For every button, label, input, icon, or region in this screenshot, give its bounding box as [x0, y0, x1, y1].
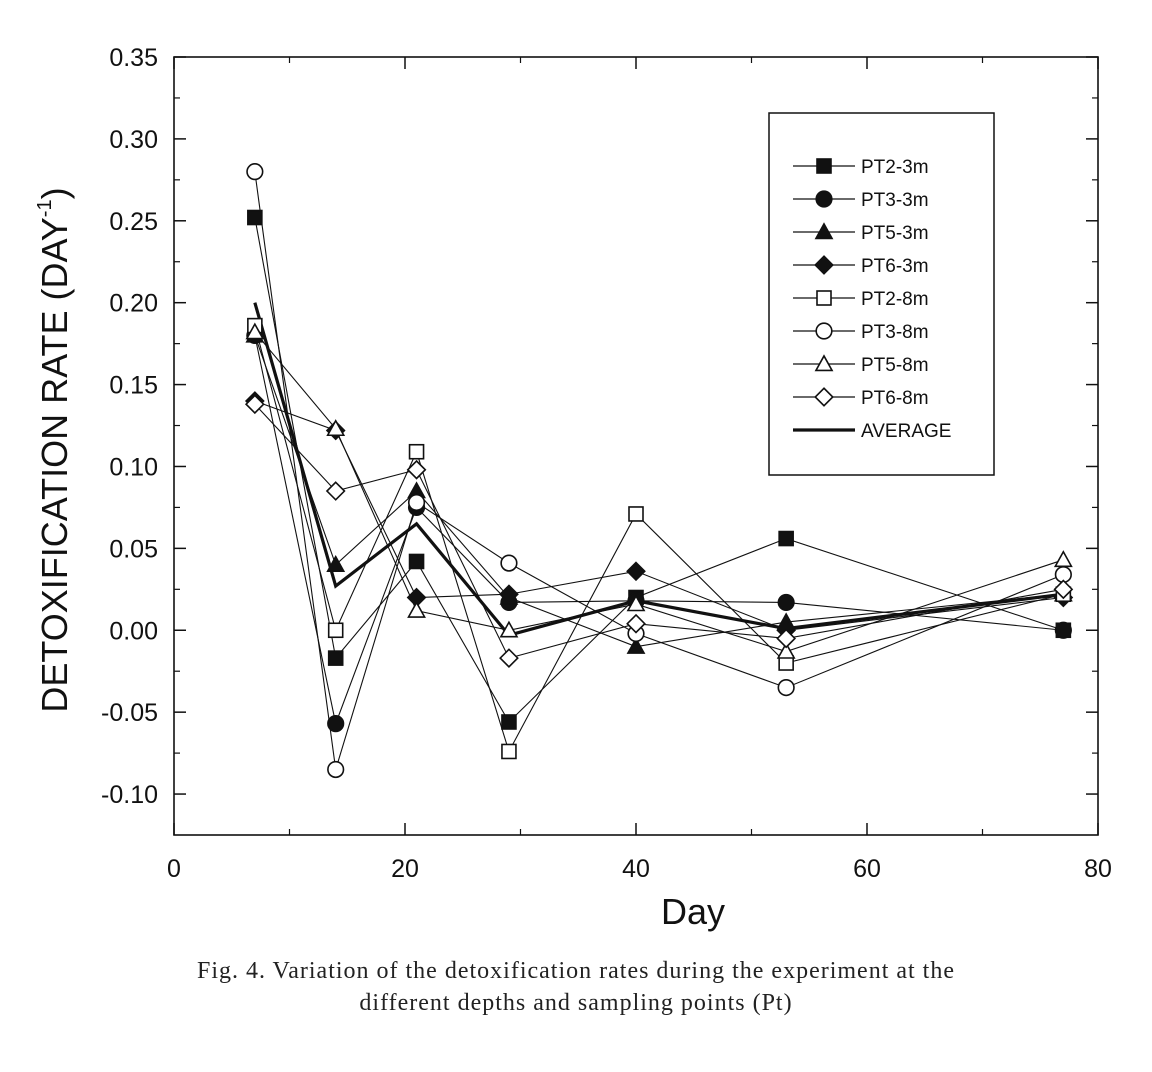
- data-point-pt6-8m: [776, 628, 797, 649]
- data-point-pt2-8m: [408, 443, 425, 460]
- markers-pt3-8m: [246, 163, 1072, 779]
- caption-line-1: Fig. 4. Variation of the detoxification …: [196, 958, 956, 984]
- legend-marker: [814, 255, 834, 275]
- data-point-pt2-3m: [247, 209, 263, 226]
- y-tick-label: 0.05: [109, 535, 158, 563]
- data-point-pt6-8m: [626, 613, 646, 634]
- x-axis-title: Day: [661, 891, 725, 932]
- data-point-pt3-8m: [327, 760, 345, 779]
- data-point-pt5-3m: [326, 555, 346, 572]
- data-point-pt5-8m: [407, 600, 426, 618]
- data-point-pt2-8m: [628, 506, 644, 522]
- legend-label: PT2-3m: [861, 157, 929, 178]
- x-tick-label: 40: [622, 855, 650, 883]
- legend-entry-pt5-3m: PT5-3m: [793, 222, 929, 244]
- y-tick-label: 0.00: [109, 617, 158, 645]
- data-point-pt2-3m: [327, 650, 344, 666]
- legend-marker: [815, 322, 833, 340]
- data-point-pt2-3m: [408, 553, 425, 570]
- y-axis-title-close: ): [34, 187, 75, 199]
- data-point-pt3-3m: [327, 715, 345, 733]
- legend-label: AVERAGE: [861, 421, 951, 442]
- data-point-pt3-8m: [777, 678, 795, 697]
- axes: 0.35 0.30 0.25 0.20 0.15 0.10 0.05 0.00 -0.05 -0.…: [101, 44, 1112, 883]
- legend-marker: [814, 222, 834, 240]
- legend-entry-average: AVERAGE: [793, 421, 951, 442]
- legend-marker: [816, 158, 832, 174]
- data-point-pt3-8m: [246, 163, 264, 181]
- y-tick-label: 0.35: [109, 44, 158, 72]
- y-axis-title: DETOXIFICATION RATE (DAY-1): [34, 187, 75, 712]
- markers-pt6-8m: [244, 394, 1074, 668]
- data-point-pt2-8m: [501, 743, 517, 760]
- legend-label: PT6-8m: [861, 388, 929, 409]
- data-point-pt3-3m: [777, 593, 795, 612]
- data-point-pt5-8m: [1053, 550, 1073, 568]
- legend-entry-pt3-8m: PT3-8m: [793, 322, 929, 343]
- y-axis-title-main: DETOXIFICATION RATE (DAY: [34, 217, 75, 712]
- data-point-pt3-3m: [1054, 621, 1072, 639]
- chart-figure: 0.35 0.30 0.25 0.20 0.15 0.10 0.05 0.00 -0.05 -0.…: [34, 44, 1112, 932]
- y-tick-label: 0.10: [109, 453, 158, 481]
- legend-label: PT5-3m: [861, 223, 929, 244]
- data-point-pt2-8m: [327, 622, 344, 639]
- x-tick-label: 20: [391, 855, 419, 883]
- y-tick-label: 0.25: [109, 208, 158, 236]
- data-point-pt6-8m: [406, 459, 427, 480]
- legend-entry-pt5-8m: PT5-8m: [793, 354, 929, 376]
- x-tick-label: 60: [853, 855, 881, 883]
- legend-box: [768, 112, 995, 476]
- data-point-pt2-3m: [778, 530, 794, 547]
- caption-line-2: different depths and sampling points (Pt…: [359, 990, 793, 1016]
- y-axis-title-superscript: -1: [34, 199, 56, 217]
- legend-entry-pt2-8m: PT2-8m: [793, 289, 929, 310]
- x-tick-label: 0: [167, 855, 181, 883]
- markers-pt5-8m: [245, 322, 1073, 659]
- legend: PT2-3m PT3-3m PT5-3m PT6-3m PT2-8m PT3-8m PT5-…: [768, 112, 995, 476]
- legend-entry-pt3-3m: PT3-3m: [793, 190, 929, 211]
- y-tick-label: 0.20: [109, 290, 158, 318]
- data-point-pt6-8m: [499, 648, 519, 668]
- data-point-pt3-8m: [407, 493, 426, 512]
- data-point-pt5-8m: [326, 419, 346, 437]
- legend-marker: [816, 290, 832, 306]
- legend-label: PT3-8m: [861, 322, 929, 343]
- data-point-pt5-8m: [776, 641, 796, 659]
- legend-label: PT6-3m: [861, 256, 929, 277]
- series-layer: [244, 163, 1074, 779]
- y-tick-label: -0.10: [101, 781, 158, 809]
- data-point-pt6-3m: [626, 561, 646, 582]
- y-tick-label: 0.30: [109, 126, 158, 154]
- x-tick-label: 80: [1084, 855, 1112, 883]
- data-point-pt5-3m: [626, 636, 646, 654]
- legend-entry-pt6-8m: PT6-8m: [793, 387, 929, 409]
- legend-entry-pt6-3m: PT6-3m: [793, 255, 929, 277]
- data-point-pt5-8m: [245, 322, 265, 340]
- data-point-pt6-8m: [325, 481, 346, 501]
- data-point-pt5-8m: [499, 620, 519, 638]
- data-point-pt6-8m: [244, 394, 265, 415]
- y-tick-label: -0.05: [101, 699, 158, 727]
- legend-label: PT5-8m: [861, 355, 929, 376]
- figure-caption: Fig. 4. Variation of the detoxification …: [0, 955, 1152, 1019]
- legend-entry-pt2-3m: PT2-3m: [793, 157, 929, 178]
- legend-label: PT2-8m: [861, 289, 929, 310]
- legend-marker: [814, 354, 834, 372]
- legend-marker: [814, 387, 834, 407]
- data-point-pt6-8m: [1053, 579, 1074, 600]
- legend-label: PT3-3m: [861, 190, 929, 211]
- y-tick-label: 0.15: [109, 372, 158, 400]
- data-point-pt6-3m: [499, 584, 519, 605]
- data-point-pt2-3m: [501, 714, 517, 730]
- data-point-pt3-8m: [500, 554, 518, 572]
- legend-marker: [815, 190, 833, 208]
- data-point-pt5-8m: [626, 594, 646, 612]
